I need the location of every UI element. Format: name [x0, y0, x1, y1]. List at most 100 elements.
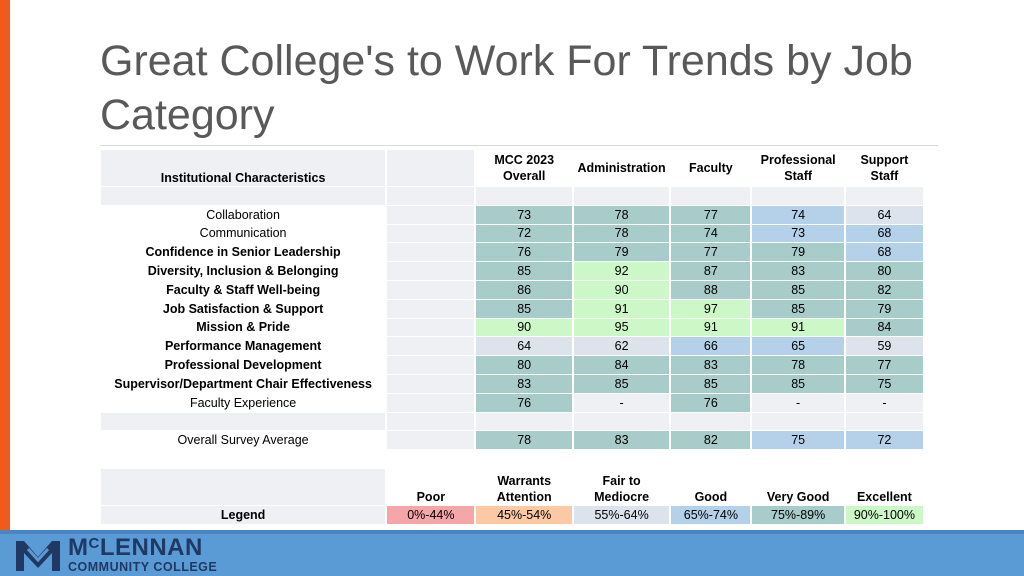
score-cell: 64	[845, 205, 923, 224]
legend-range-row: Legend 0%-44% 45%-54% 55%-64% 65%-74% 75%-89%…	[101, 506, 923, 524]
blank-cell	[387, 280, 475, 299]
legend-range: 55%-64%	[573, 506, 670, 524]
blank-cell	[573, 412, 670, 431]
row-label: Collaboration	[206, 207, 280, 222]
score-cell: 80	[476, 356, 572, 374]
table-row: Collaboration 73 78 77 74 64	[101, 205, 923, 224]
blank-cell	[752, 187, 844, 205]
score-cell: 85	[671, 374, 751, 393]
blank-cell	[671, 412, 751, 431]
score-cell: 75	[752, 431, 844, 450]
row-label: Communication	[199, 226, 287, 241]
column-header-line1: Faculty	[689, 161, 733, 175]
legend-category-line2: Mediocre	[594, 490, 650, 504]
spacer-row	[101, 412, 923, 431]
table-row: Professional Development 80 84 83 78 77	[101, 356, 923, 374]
score-cell: 83	[573, 431, 670, 450]
row-label: Performance Management	[164, 339, 322, 354]
footer-bar	[0, 530, 1024, 576]
blank-cell	[387, 356, 475, 374]
footer-strip	[0, 530, 1024, 534]
score-cell: 83	[671, 356, 751, 374]
score-cell: 88	[671, 280, 751, 299]
score-cell: 73	[476, 205, 572, 224]
score-cell: 59	[845, 337, 923, 356]
score-cell: 64	[476, 337, 572, 356]
blank-cell	[845, 412, 923, 431]
table-row: Job Satisfaction & Support 85 91 97 85 79	[101, 299, 923, 318]
column-header-line2: Overall	[502, 169, 546, 183]
score-cell: 65	[752, 337, 844, 356]
blank-cell	[387, 262, 475, 280]
blank-cell	[387, 412, 475, 431]
blank-cell	[387, 431, 475, 450]
score-cell: 92	[573, 262, 670, 280]
legend-category: Warrants Attention	[476, 469, 571, 505]
blank-cell	[101, 412, 386, 431]
score-cell: 68	[845, 224, 923, 243]
score-cell: 72	[845, 431, 923, 450]
logo-subtitle: COMMUNITY COLLEGE	[68, 560, 218, 575]
score-cell: 87	[671, 262, 751, 280]
table-row: Faculty Experience 76-76- -	[101, 393, 923, 412]
blank-cell	[387, 337, 475, 356]
table-row: Faculty & Staff Well-being 86 90 88 85 82	[101, 280, 923, 299]
title-divider	[100, 145, 938, 146]
score-cell: 80	[845, 262, 923, 280]
score-cell: 85	[573, 374, 670, 393]
score-cell: 82	[671, 431, 751, 450]
score-cell: 86	[476, 280, 572, 299]
score-cell: 84	[573, 356, 670, 374]
score-cell: 75	[845, 374, 923, 393]
score-cell: 91	[671, 318, 751, 337]
score-cell: 85	[752, 299, 844, 318]
score-cell: 79	[845, 299, 923, 318]
blank-cell	[752, 412, 844, 431]
score-cell: 83	[752, 262, 844, 280]
score-cell: 79	[752, 243, 844, 262]
table-row: Mission & Pride 90 95 91 91 84	[101, 318, 923, 337]
blank-cell	[671, 187, 751, 205]
legend-category-line1	[848, 473, 921, 489]
legend-category-line2: Attention	[496, 490, 552, 504]
score-cell: 78	[752, 356, 844, 374]
legend-category: Very Good	[752, 469, 843, 505]
column-header: Support Staff	[846, 150, 923, 186]
score-cell: 62	[573, 337, 670, 356]
trends-table: Institutional Characteristics MCC 2023 Ove…	[99, 149, 925, 450]
score-cell: 79	[573, 243, 670, 262]
legend-category-line1	[673, 473, 748, 489]
logo-name: MCLENNAN	[68, 534, 203, 562]
score-cell: 77	[845, 356, 923, 374]
legend-category: Fair to Mediocre	[574, 469, 669, 505]
score-cell: 85	[476, 262, 572, 280]
score-cell: 77	[671, 205, 751, 224]
row-label: Supervisor/Department Chair Effectivenes…	[114, 376, 372, 391]
score-cell: 97	[671, 299, 751, 318]
column-header: Administration	[574, 150, 669, 186]
legend-category-line2: Good	[694, 490, 728, 504]
score-cell: 85	[476, 299, 572, 318]
row-label: Mission & Pride	[196, 320, 290, 335]
score-cell: 91	[752, 318, 844, 337]
blank-cell	[476, 412, 572, 431]
legend-header-row: Poor Warrants Attention Fair to Mediocre Good…	[101, 469, 923, 505]
legend-category-line2: Poor	[416, 490, 446, 504]
score-cell: 74	[671, 224, 751, 243]
legend-label: Legend	[101, 506, 386, 524]
column-header-line1: MCC 2023	[494, 153, 555, 167]
column-header-line1: Professional	[760, 153, 836, 167]
score-cell: 90	[573, 280, 670, 299]
legend-table: Poor Warrants Attention Fair to Mediocre Good…	[99, 468, 925, 525]
legend-range: 45%-54%	[476, 506, 572, 524]
spacer-row	[101, 187, 923, 205]
score-cell: 84	[845, 318, 923, 337]
blank-cell	[476, 187, 572, 205]
score-cell: 95	[573, 318, 670, 337]
score-cell: 77	[671, 243, 751, 262]
legend-category-line1: Fair to	[602, 474, 641, 488]
score-cell: 72	[476, 224, 572, 243]
mcc-logo-icon	[16, 541, 60, 571]
score-cell: 76	[476, 393, 572, 412]
row-label: Professional Development	[164, 358, 322, 373]
